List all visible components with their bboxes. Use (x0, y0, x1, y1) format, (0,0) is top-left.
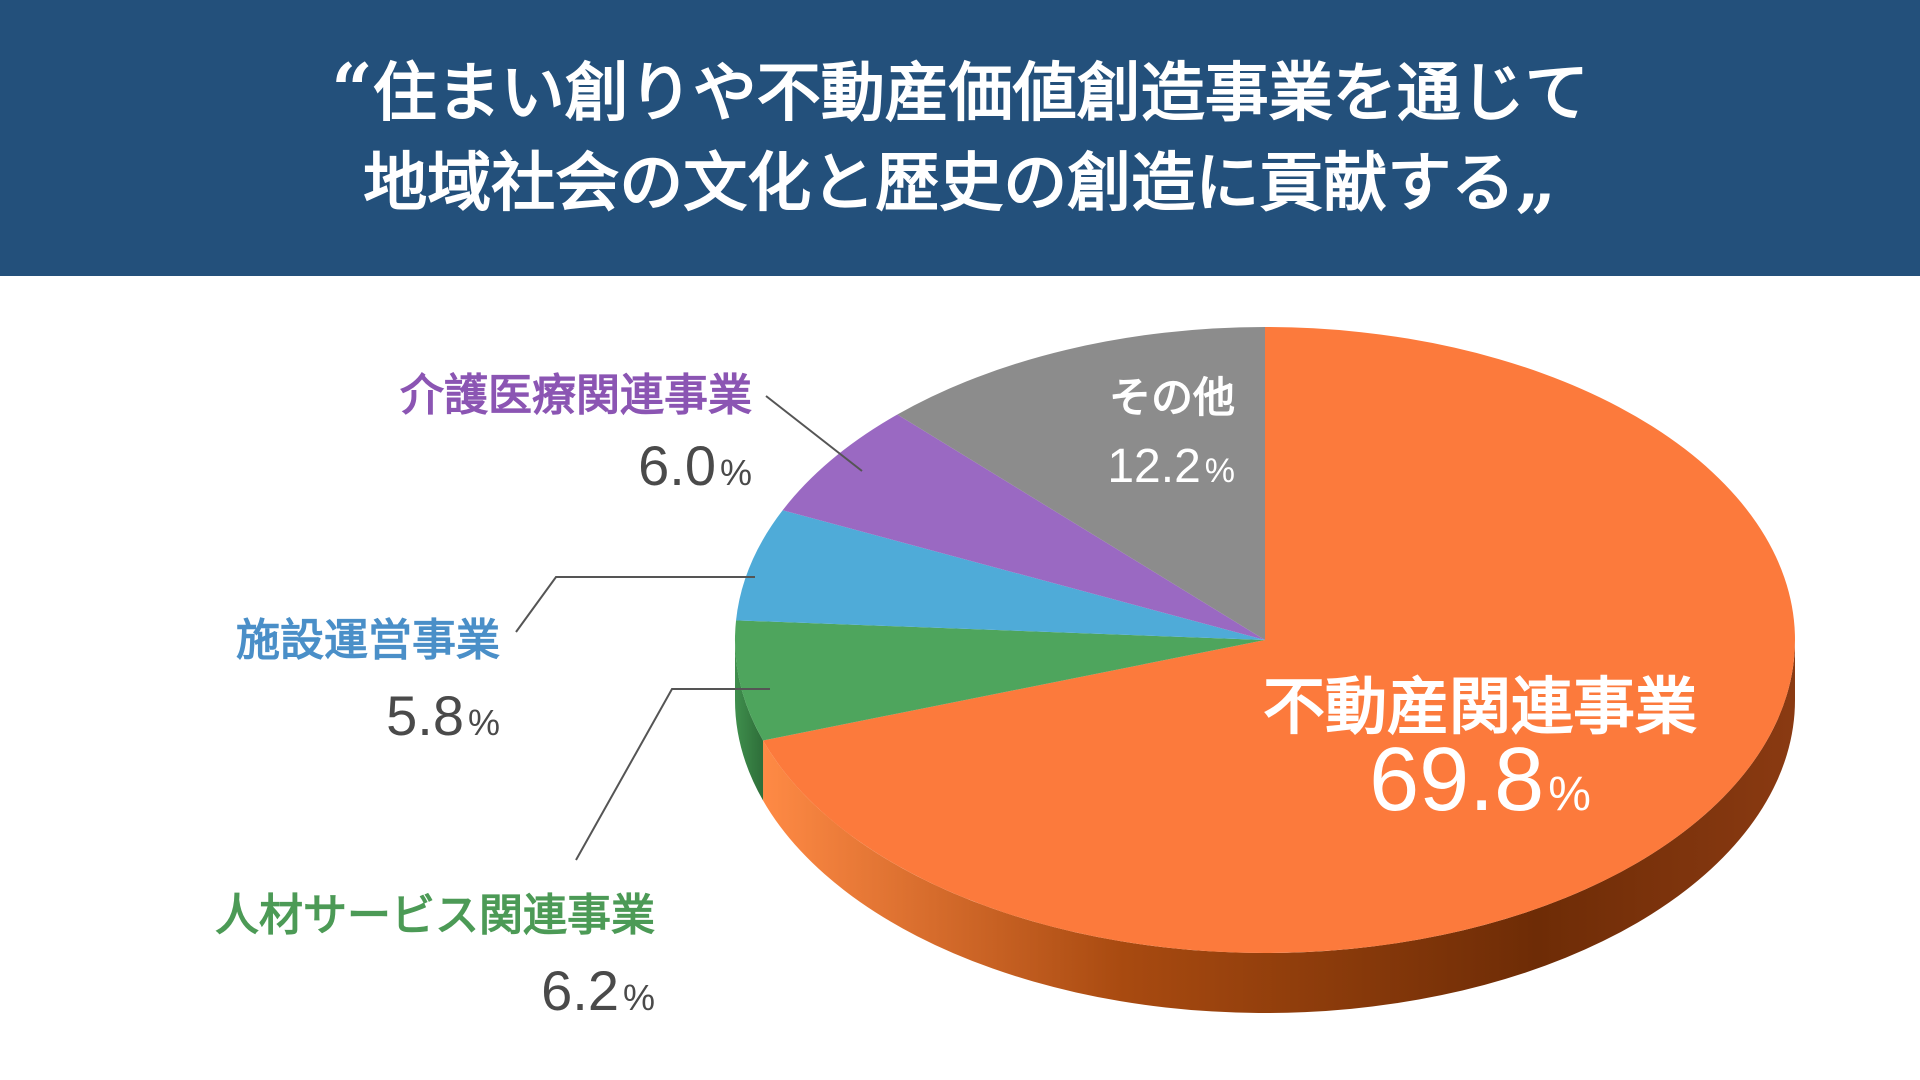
title-banner: “住まい創りや不動産価値創造事業を通じて 地域社会の文化と歴史の創造に貢献する„ (0, 0, 1920, 276)
slice-value-number-0: 69.8 (1369, 730, 1544, 830)
slice-value-0: 69.8% (1369, 730, 1591, 830)
slice-label-2: 施設運営事業 (236, 615, 500, 666)
pie-sides (735, 640, 1796, 1013)
slice-value-1: 6.2% (541, 959, 655, 1022)
leader-lines (515, 395, 863, 861)
pie-slice-0 (763, 327, 1796, 954)
pie-slice-4 (897, 327, 1265, 640)
slice-label-0: 不動産関連事業 (1263, 670, 1697, 743)
title-text-2: 地域社会の文化と歴史の創造に貢献する (363, 147, 1516, 221)
open-quote-mark: “ (331, 47, 373, 132)
slice-value-number-4: 12.2 (1107, 440, 1200, 493)
slice-value-unit-2: % (468, 702, 500, 743)
slice-value-3: 6.0% (638, 434, 752, 497)
slice-value-2: 5.8% (386, 684, 500, 747)
pie-slice-2 (736, 510, 1265, 640)
slice-value-unit-1: % (623, 977, 655, 1018)
slice-value-number-3: 6.0 (638, 434, 716, 497)
slice-value-number-1: 6.2 (541, 959, 619, 1022)
title-text-1: 住まい創りや不動産価値創造事業を通じて (372, 57, 1589, 131)
pie-slice-3 (782, 414, 1265, 640)
slice-label-4: その他 (1109, 373, 1235, 422)
slice-value-unit-0: % (1548, 768, 1591, 821)
slice-value-unit-3: % (720, 452, 752, 493)
pie-side-1 (735, 640, 764, 801)
pie-side-0 (763, 640, 1796, 1013)
leader-line-3 (765, 395, 863, 472)
pie-slices (735, 327, 1796, 954)
slice-label-1: 人材サービス関連事業 (215, 890, 655, 941)
slice-value-4: 12.2% (1107, 440, 1235, 493)
close-quote-mark: „ (1515, 137, 1557, 222)
leader-line-2 (515, 576, 755, 633)
pie-slice-1 (735, 620, 1265, 741)
slice-value-unit-4: % (1205, 452, 1235, 490)
title-line-2: 地域社会の文化と歴史の創造に貢献する„ (0, 140, 1920, 224)
slice-label-3: 介護医療関連事業 (400, 370, 752, 421)
leader-line-1 (575, 688, 770, 861)
slice-value-number-2: 5.8 (386, 684, 464, 747)
title-line-1: “住まい創りや不動産価値創造事業を通じて (0, 50, 1920, 134)
